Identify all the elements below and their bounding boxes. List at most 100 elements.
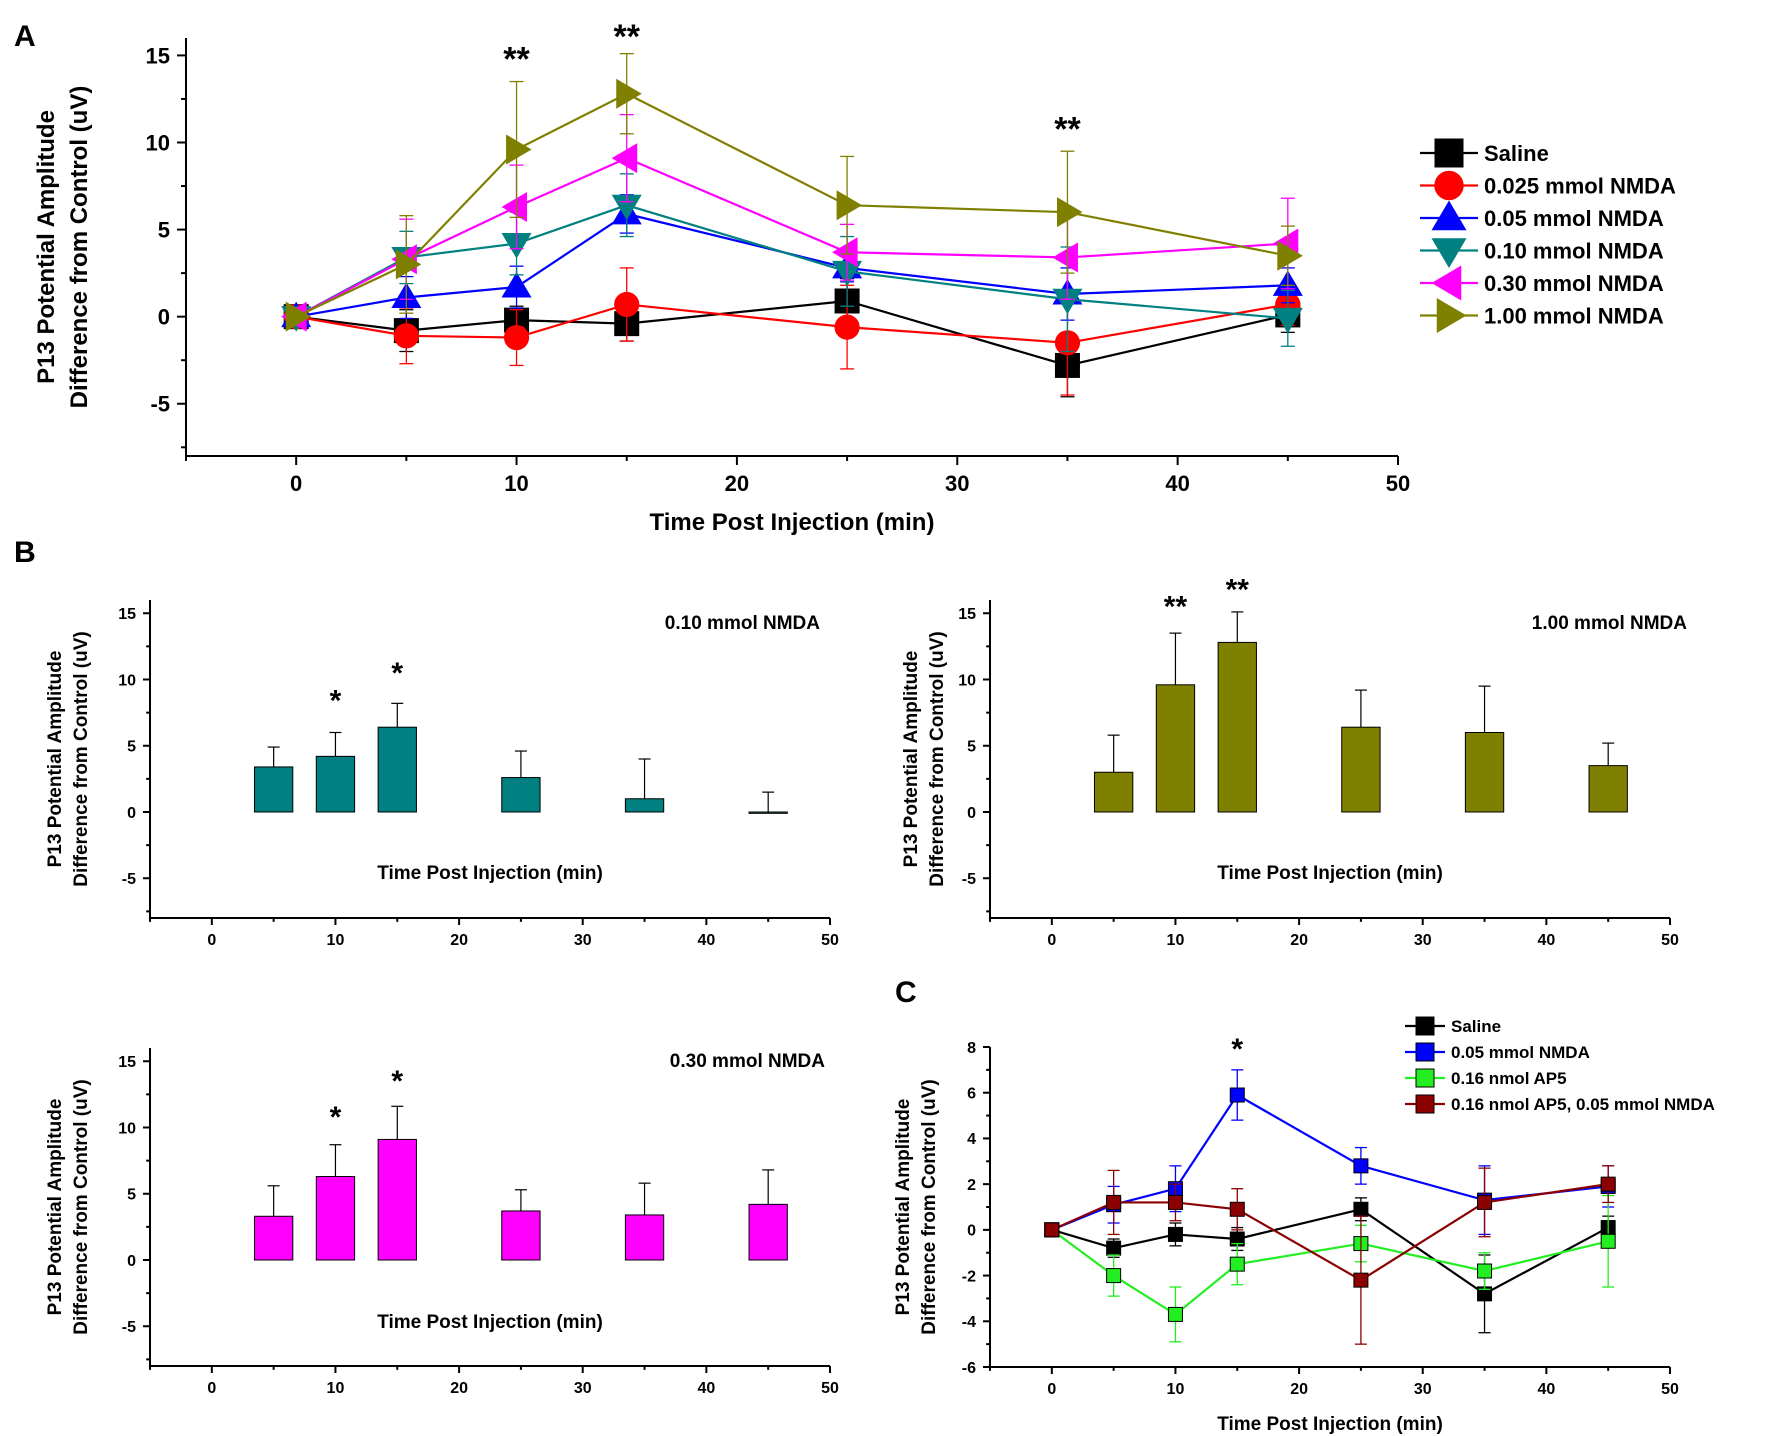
x-tick-label: 30	[574, 1380, 592, 1397]
bar	[253, 766, 294, 813]
data-point	[1353, 1272, 1369, 1288]
y-tick-label: -5	[122, 871, 136, 888]
y-tick-label: 5	[127, 739, 136, 756]
data-point	[1477, 1194, 1493, 1210]
y-tick-label: 5	[127, 1187, 136, 1204]
bar	[315, 1176, 356, 1261]
y-axis-label: Difference from Control (uV)	[927, 631, 948, 886]
legend-item: 0.025 mmol NMDA	[1420, 170, 1676, 201]
bar	[1155, 684, 1196, 813]
y-axis-label: Difference from Control (uV)	[919, 1079, 940, 1334]
significance-marker: **	[503, 41, 530, 79]
y-axis-label: P13 Potential Amplitude	[901, 651, 922, 868]
data-point	[501, 272, 532, 298]
panel-c: C -6 -4 -2 0 2 4 6 8 0 10 20 30 40 50 Time Post Injecti…	[893, 976, 1715, 1435]
y-tick-label: -5	[962, 871, 976, 888]
data-point	[1052, 288, 1083, 315]
y-tick-label: 15	[146, 43, 170, 68]
x-tick-label: 20	[725, 471, 749, 496]
y-tick-label: 2	[967, 1177, 976, 1194]
legend-item: 0.16 nmol AP5	[1405, 1068, 1567, 1088]
y-tick-label: 6	[967, 1085, 976, 1102]
x-tick-label: 0	[207, 932, 216, 949]
significance-marker: *	[330, 1101, 342, 1134]
x-tick-label: 30	[1414, 1381, 1432, 1398]
x-tick-label: 20	[450, 1380, 468, 1397]
x-tick-label: 50	[1661, 932, 1679, 949]
data-point	[1167, 1194, 1183, 1210]
legend-marker	[1431, 238, 1467, 268]
x-tick-label: 10	[327, 1380, 345, 1397]
legend-item: 0.30 mmol NMDA	[1420, 265, 1664, 301]
legend-marker	[1415, 1094, 1435, 1114]
data-point	[395, 249, 422, 280]
legend-label: Saline	[1484, 141, 1549, 166]
bar	[624, 1214, 665, 1261]
legend-marker	[1431, 200, 1467, 231]
legend-label: 0.16 nmol AP5, 0.05 mmol NMDA	[1451, 1095, 1715, 1114]
legend-marker	[1415, 1016, 1435, 1036]
legend: Saline 0.025 mmol NMDA 0.05 mmol NMDA 0.10 …	[1420, 138, 1676, 333]
y-tick-label: -5	[150, 392, 170, 417]
bar	[1341, 726, 1381, 813]
y-tick-label: 0	[127, 1253, 136, 1270]
significance-marker: *	[391, 1065, 403, 1098]
y-tick-label: 4	[967, 1131, 976, 1148]
panel-b-0.10-nmda: B -5 0 5 10 15 0 10 20 30 40 50 Time Post Injection …	[14, 536, 839, 949]
legend-marker	[1434, 138, 1464, 168]
panel-label: B	[14, 536, 36, 569]
bar	[748, 1203, 788, 1261]
significance-marker: **	[1164, 591, 1188, 624]
series-0-16-nmol-ap5-0-05-mmol-nmda	[1044, 1165, 1616, 1345]
legend-item: 0.05 mmol NMDA	[1420, 200, 1664, 231]
data-point	[1353, 1158, 1369, 1174]
x-tick-label: 0	[290, 471, 302, 496]
x-tick-label: 40	[1537, 1381, 1555, 1398]
data-point	[1600, 1233, 1616, 1249]
y-tick-label: 10	[958, 672, 976, 689]
data-point	[1106, 1240, 1122, 1256]
x-tick-label: 50	[821, 1380, 839, 1397]
y-tick-label: 15	[118, 606, 136, 623]
data-point	[1167, 1226, 1183, 1242]
data-point	[832, 237, 858, 268]
legend-item: 0.05 mmol NMDA	[1405, 1042, 1590, 1062]
x-axis-label: Time Post Injection (min)	[650, 509, 935, 536]
legend-marker	[1434, 170, 1464, 201]
series-1-00-mmol-nmda	[285, 53, 1303, 332]
data-point	[501, 191, 528, 222]
significance-marker: **	[1054, 110, 1081, 148]
chart-title: 0.10 mmol NMDA	[665, 613, 820, 634]
panel-b-0.30-nmda: -5 0 5 10 15 0 10 20 30 40 50 Time Post Injection (…	[45, 1048, 839, 1397]
data-point	[285, 301, 312, 332]
data-point	[1353, 1201, 1369, 1217]
bar	[501, 1210, 541, 1261]
x-tick-label: 10	[504, 471, 528, 496]
y-tick-label: 0	[158, 305, 170, 330]
data-point	[1106, 1194, 1122, 1210]
panel-label: A	[14, 20, 36, 53]
significance-marker: *	[1231, 1033, 1243, 1066]
x-tick-label: 50	[1661, 1381, 1679, 1398]
bar	[624, 798, 665, 813]
x-axis-label: Time Post Injection (min)	[1217, 863, 1443, 884]
significance-marker: *	[391, 657, 403, 690]
legend-label: 0.30 mmol NMDA	[1484, 271, 1664, 296]
data-point	[1229, 1087, 1245, 1103]
y-tick-label: 5	[967, 739, 976, 756]
y-axis-label: P13 Potential Amplitude	[893, 1099, 914, 1316]
x-tick-label: 40	[697, 1380, 715, 1397]
data-point	[1229, 1201, 1245, 1217]
x-tick-label: 30	[1414, 932, 1432, 949]
y-tick-label: 0	[967, 1223, 976, 1240]
x-tick-label: 20	[1290, 1381, 1308, 1398]
y-tick-label: 0	[967, 805, 976, 822]
legend-item: Saline	[1420, 138, 1549, 168]
legend-label: 0.05 mmol NMDA	[1451, 1043, 1590, 1062]
panel-label: B	[14, 536, 36, 569]
legend-item: 0.10 mmol NMDA	[1420, 238, 1664, 268]
y-tick-label: 10	[118, 1120, 136, 1137]
legend-label: 0.10 mmol NMDA	[1484, 238, 1664, 263]
x-tick-label: 30	[945, 471, 969, 496]
